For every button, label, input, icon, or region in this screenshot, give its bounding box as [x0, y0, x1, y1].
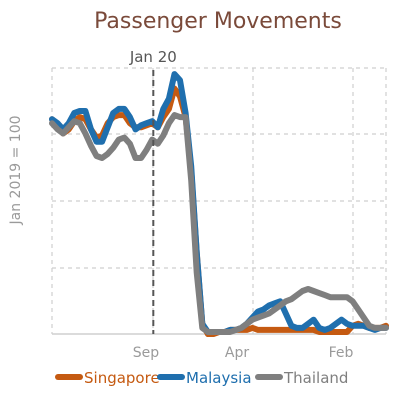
- annotation-group: Jan 20: [129, 48, 177, 334]
- legend-label-malaysia: Malaysia: [186, 369, 252, 387]
- x-tick-label: Feb: [329, 345, 354, 361]
- series-layer: [49, 71, 389, 337]
- legend: Singapore Malaysia Thailand: [55, 369, 348, 387]
- x-tick-label: Sep: [133, 345, 160, 361]
- annotation-label: Jan 20: [129, 48, 177, 66]
- x-tick-label: Apr: [225, 345, 249, 361]
- x-tick-labels: Sep Apr Feb: [133, 345, 354, 361]
- series-line-malaysia: [49, 71, 389, 335]
- legend-label-thailand: Thailand: [283, 369, 348, 387]
- chart-title: Passenger Movements: [94, 9, 342, 34]
- legend-label-singapore: Singapore: [84, 369, 160, 387]
- series-line-thailand: [49, 112, 389, 335]
- grid-layer: [51, 67, 387, 335]
- y-axis-label: Jan 2019 = 100: [8, 115, 24, 225]
